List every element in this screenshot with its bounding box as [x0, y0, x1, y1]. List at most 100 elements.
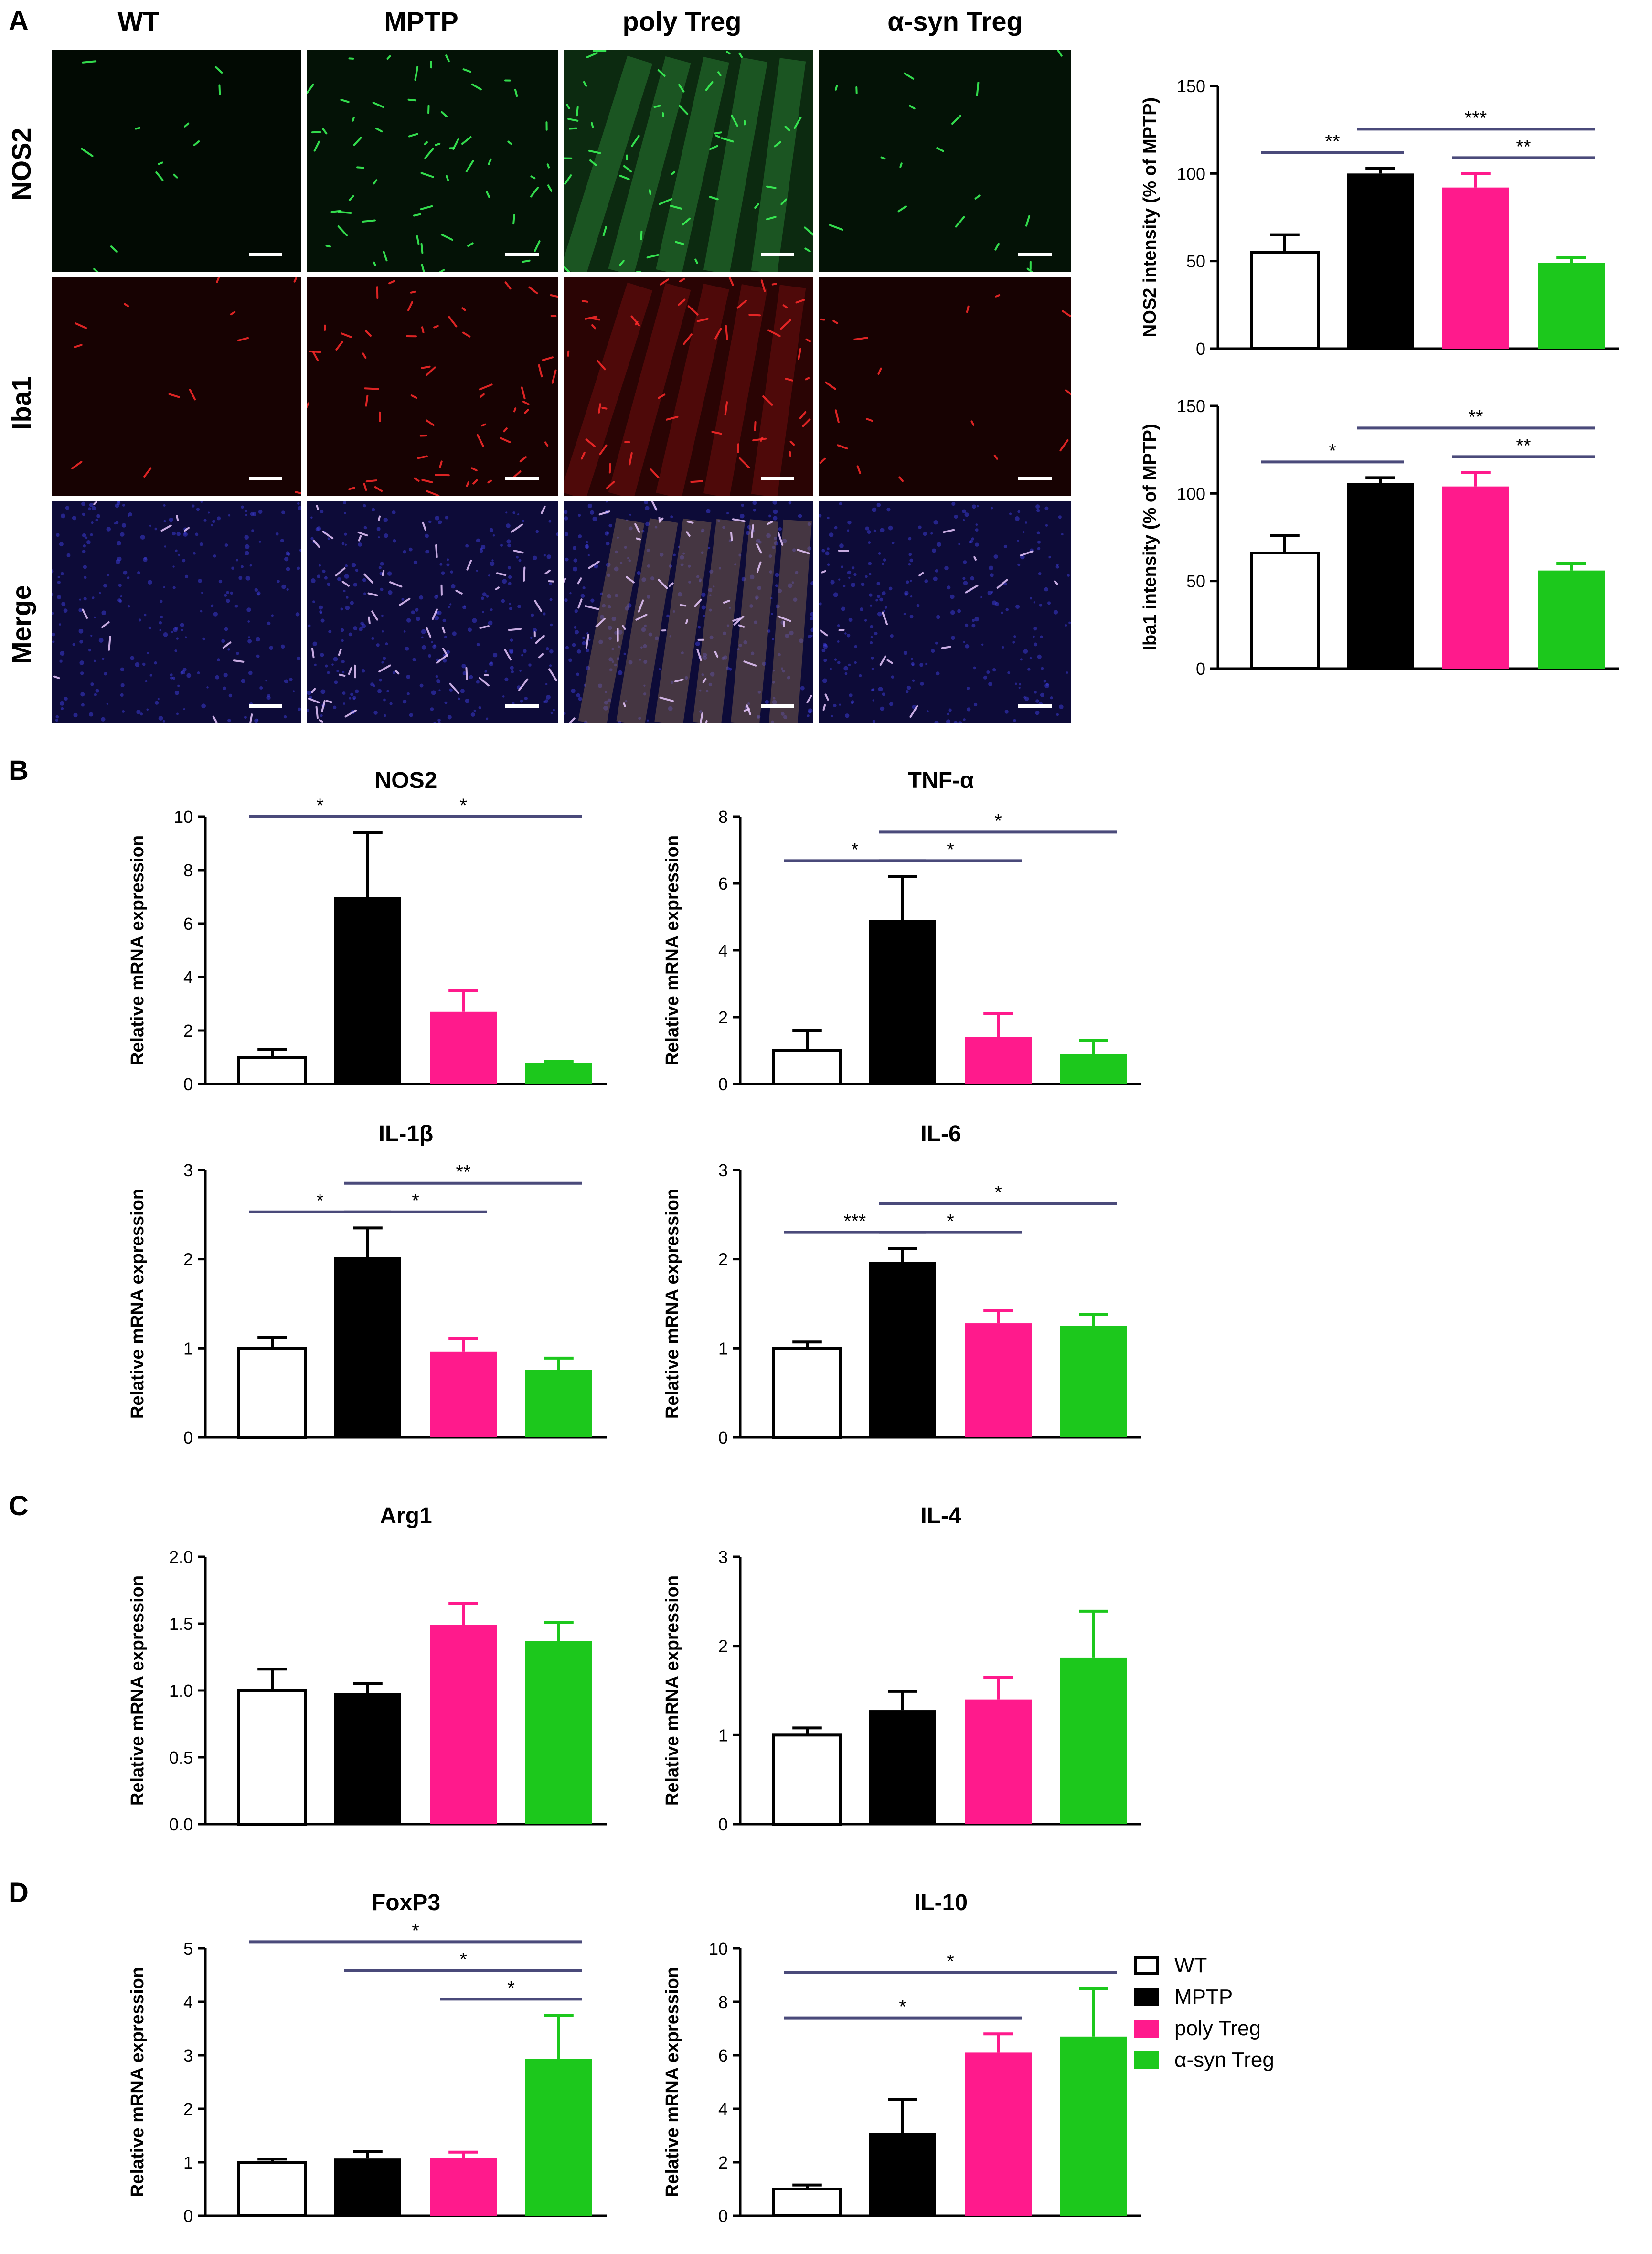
y-tick-label: 3 [718, 1547, 728, 1567]
y-tick-label: 0 [183, 1074, 193, 1094]
y-tick-label: 2 [183, 2099, 193, 2119]
legend-label-wt: WT [1174, 1954, 1207, 1977]
y-tick-label: 2 [718, 1637, 728, 1656]
y-tick-label: 1.0 [169, 1681, 193, 1701]
bar-mptp [1347, 483, 1414, 669]
y-tick-label: 0 [183, 1428, 193, 1447]
bar-wt [1250, 552, 1320, 670]
y-tick-label: 4 [718, 941, 728, 960]
significance-label: * [316, 795, 324, 816]
significance-label: * [412, 1920, 419, 1941]
bar-mptp [334, 897, 401, 1084]
significance-label: * [899, 1997, 906, 2018]
chart-c-il4: IL-4 Relative mRNA expression 0 1 2 3 [650, 1499, 1156, 1836]
y-tick-label: 0 [718, 1428, 728, 1447]
micrograph-nos2-mptp [307, 50, 558, 272]
y-tick-label: 0 [718, 1815, 728, 1834]
y-tick-label: 2.0 [169, 1547, 193, 1567]
micrograph-merge-asyn-treg [819, 501, 1071, 723]
y-tick-label: 2 [718, 1008, 728, 1027]
significance-label: ** [1325, 131, 1340, 152]
chart-title: Arg1 [380, 1503, 432, 1529]
micrograph-iba1-wt [52, 277, 301, 496]
y-tick-label: 1 [183, 2153, 193, 2172]
y-tick-label: 50 [1186, 252, 1205, 271]
y-tick-label: 0.5 [169, 1748, 193, 1767]
bar-mptp [869, 2133, 936, 2216]
y-axis-label: Relative mRNA expression [662, 1967, 682, 2197]
bar-wt [772, 1049, 842, 1085]
chart-title: FoxP3 [372, 1890, 440, 1915]
significance-label: * [412, 1191, 419, 1212]
panel-label-c: C [9, 1490, 29, 1521]
y-axis-label: NOS2 intensity (% of MPTP) [1140, 97, 1160, 337]
significance-label: * [1329, 440, 1336, 461]
bar-asyn-treg [1538, 263, 1605, 349]
micrograph-merge-wt [52, 501, 301, 723]
chart-svg: IL-10 Relative mRNA expression 0 2 4 6 8 10 * * [662, 1890, 1141, 2226]
column-header-asyn-treg: α-syn Treg [887, 6, 1023, 36]
y-tick-label: 4 [183, 1992, 193, 2012]
chart-title: IL-4 [920, 1503, 961, 1529]
chart-title: IL-6 [920, 1121, 961, 1147]
y-tick-label: 6 [183, 914, 193, 934]
y-tick-label: 1 [183, 1339, 193, 1358]
significance-label: * [459, 1949, 467, 1970]
micrograph-merge-poly-treg [564, 501, 813, 723]
chart-b-il1b: IL-1β Relative mRNA expression 0 1 2 3 * * ** [115, 1117, 621, 1464]
bar-mptp [334, 1257, 401, 1437]
chart-a-iba1-intensity: Iba1 intensity (% of MPTP) 0 50 100 150 * ** ** [1127, 396, 1633, 685]
legend-label-asyn-treg: α-syn Treg [1174, 2048, 1274, 2072]
row-header-iba1: Iba1 [6, 376, 36, 430]
bar-asyn-treg [525, 1370, 592, 1437]
column-header-wt: WT [117, 6, 160, 36]
bar-mptp [869, 920, 936, 1084]
y-tick-label: 0 [718, 1074, 728, 1094]
significance-label: * [507, 1978, 515, 1999]
y-tick-label: 3 [718, 1160, 728, 1180]
bar-poly-treg [965, 1037, 1032, 1084]
bar-wt [772, 1733, 842, 1826]
micrograph-iba1-poly-treg [564, 277, 813, 496]
bar-asyn-treg [1060, 2036, 1127, 2216]
panel-label-a: A [9, 5, 29, 36]
bar-asyn-treg [1060, 1326, 1127, 1437]
y-tick-label: 1 [718, 1725, 728, 1745]
chart-svg: Arg1 Relative mRNA expression 0.0 0.5 1.0 1.5… [128, 1503, 607, 1834]
chart-svg: FoxP3 Relative mRNA expression 0 1 2 3 4 5 * * * [128, 1890, 607, 2226]
chart-a-nos2-intensity: NOS2 intensity (% of MPTP) 0 50 100 150 ** ** *… [1127, 76, 1633, 365]
chart-b-il6: IL-6 Relative mRNA expression 0 1 2 3 *** * * [650, 1117, 1156, 1464]
significance-label: *** [1465, 107, 1487, 128]
significance-label: * [851, 839, 859, 860]
row-header-nos2: NOS2 [6, 128, 36, 201]
significance-label: * [994, 810, 1002, 831]
y-tick-label: 5 [183, 1939, 193, 1958]
y-axis-label: Relative mRNA expression [662, 835, 682, 1065]
y-tick-label: 150 [1177, 76, 1205, 96]
legend-swatch-asyn-treg [1134, 2051, 1159, 2069]
bar-asyn-treg [525, 1063, 592, 1084]
y-tick-label: 2 [183, 1250, 193, 1269]
bar-wt [772, 1347, 842, 1439]
chart-d-il10: IL-10 Relative mRNA expression 0 2 4 6 8 10 * * [650, 1890, 1156, 2247]
y-tick-label: 2 [183, 1021, 193, 1041]
y-tick-label: 8 [718, 1992, 728, 2012]
bar-poly-treg [965, 1699, 1032, 1824]
bar-asyn-treg [1538, 570, 1605, 669]
y-tick-label: 4 [718, 2099, 728, 2119]
y-axis-label: Relative mRNA expression [128, 1967, 148, 2197]
bar-poly-treg [430, 1011, 497, 1084]
bar-poly-treg [1442, 187, 1509, 349]
significance-label: * [459, 795, 467, 816]
bar-poly-treg [1442, 486, 1509, 669]
y-axis-label: Iba1 intensity (% of MPTP) [1140, 424, 1160, 650]
significance-label: * [947, 1951, 954, 1972]
chart-c-arg1: Arg1 Relative mRNA expression 0.0 0.5 1.0 1.5… [115, 1499, 621, 1836]
bar-poly-treg [430, 2158, 497, 2216]
y-tick-label: 6 [718, 874, 728, 893]
y-tick-label: 150 [1177, 396, 1205, 416]
legend-label-poly-treg: poly Treg [1174, 2017, 1261, 2040]
y-tick-label: 8 [718, 807, 728, 827]
